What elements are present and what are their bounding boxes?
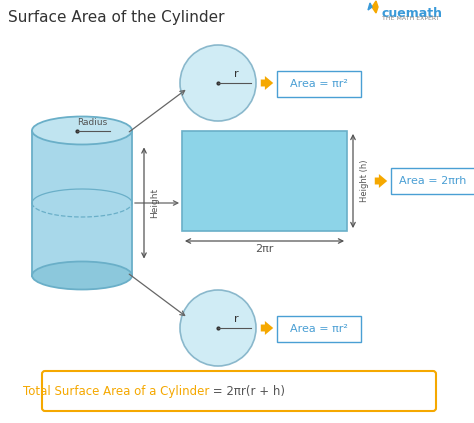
Text: cuemath: cuemath	[382, 7, 443, 20]
Text: Surface Area of the Cylinder: Surface Area of the Cylinder	[8, 10, 225, 25]
FancyBboxPatch shape	[391, 168, 474, 194]
Text: Height: Height	[150, 188, 159, 218]
Polygon shape	[372, 1, 378, 13]
Text: Total Surface Area of a Cylinder: Total Surface Area of a Cylinder	[23, 385, 209, 398]
Ellipse shape	[32, 261, 132, 289]
FancyBboxPatch shape	[277, 71, 361, 97]
Ellipse shape	[32, 116, 132, 145]
FancyBboxPatch shape	[32, 131, 132, 275]
Text: 2πr: 2πr	[255, 244, 273, 254]
FancyBboxPatch shape	[182, 131, 347, 231]
Text: = 2πr(r + h): = 2πr(r + h)	[209, 385, 285, 398]
FancyBboxPatch shape	[42, 371, 436, 411]
Text: Area = πr²: Area = πr²	[290, 79, 348, 89]
Text: r: r	[234, 314, 238, 324]
FancyBboxPatch shape	[277, 316, 361, 342]
Text: r: r	[234, 69, 238, 79]
Text: Area = 2πrh: Area = 2πrh	[399, 176, 467, 186]
Polygon shape	[368, 3, 372, 10]
Circle shape	[180, 290, 256, 366]
Circle shape	[180, 45, 256, 121]
Text: THE MATH EXPERT: THE MATH EXPERT	[382, 16, 439, 21]
Text: Radius: Radius	[77, 118, 107, 126]
Text: Area = πr²: Area = πr²	[290, 324, 348, 334]
Text: Height (h): Height (h)	[360, 160, 369, 202]
